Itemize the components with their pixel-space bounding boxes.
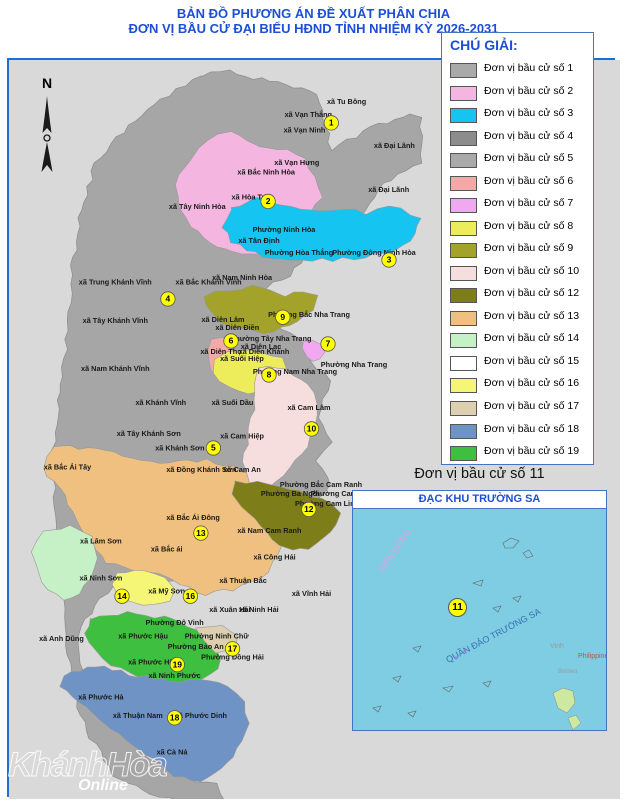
- svg-text:17: 17: [228, 644, 238, 654]
- svg-text:xã Tân Định: xã Tân Định: [238, 236, 279, 245]
- svg-text:8: 8: [267, 370, 272, 380]
- svg-text:xã Đại Lãnh: xã Đại Lãnh: [374, 141, 415, 150]
- svg-text:BIỂN ĐÔNG: BIỂN ĐÔNG: [376, 526, 414, 574]
- svg-text:xã Tây Khánh Vĩnh: xã Tây Khánh Vĩnh: [83, 316, 148, 325]
- svg-text:xã Trung Khánh Vĩnh: xã Trung Khánh Vĩnh: [79, 278, 152, 287]
- svg-text:xã Thuận Bắc: xã Thuận Bắc: [219, 576, 266, 585]
- svg-text:Phường Đông Ninh Hòa: Phường Đông Ninh Hòa: [332, 248, 416, 257]
- svg-text:13: 13: [196, 528, 206, 538]
- svg-text:6: 6: [229, 336, 234, 346]
- svg-text:Phường Ninh Chữ: Phường Ninh Chữ: [185, 631, 250, 640]
- svg-text:Phường Bảo An: Phường Bảo An: [168, 642, 224, 651]
- svg-text:xã Mỹ Sơn: xã Mỹ Sơn: [148, 587, 185, 596]
- svg-text:1: 1: [329, 118, 334, 128]
- svg-text:xã Phước Dinh: xã Phước Dinh: [175, 711, 227, 720]
- svg-text:xã Bắc Ái Tây: xã Bắc Ái Tây: [44, 463, 92, 472]
- svg-text:xã Tây Khánh Sơn: xã Tây Khánh Sơn: [117, 429, 181, 438]
- svg-text:xã Ninh Hải: xã Ninh Hải: [239, 605, 279, 614]
- svg-text:xã Khánh Sơn: xã Khánh Sơn: [155, 443, 204, 452]
- svg-text:xã Ninh Phước: xã Ninh Phước: [148, 671, 200, 680]
- svg-text:Vinh: Vinh: [550, 643, 564, 650]
- svg-text:xã Vạn Thắng: xã Vạn Thắng: [285, 110, 332, 119]
- svg-text:xã Nam Cam Ranh: xã Nam Cam Ranh: [237, 526, 301, 535]
- svg-text:xã Cam Hiệp: xã Cam Hiệp: [220, 432, 264, 441]
- svg-text:Phường Ninh Hòa: Phường Ninh Hòa: [253, 225, 317, 234]
- svg-text:3: 3: [387, 255, 392, 265]
- svg-text:10: 10: [307, 424, 317, 434]
- svg-text:16: 16: [186, 591, 196, 601]
- svg-text:xã Vạn Hưng: xã Vạn Hưng: [274, 158, 319, 167]
- svg-text:xã Anh Dũng: xã Anh Dũng: [39, 634, 84, 643]
- svg-text:xã Diên Điền: xã Diên Điền: [215, 323, 259, 332]
- svg-text:7: 7: [326, 339, 331, 349]
- svg-text:xã Vạn Ninh: xã Vạn Ninh: [284, 126, 326, 135]
- svg-text:18: 18: [170, 713, 180, 723]
- svg-text:xã Công Hải: xã Công Hải: [254, 552, 296, 561]
- svg-text:xã Cam An: xã Cam An: [223, 465, 260, 474]
- svg-text:Philippines: Philippines: [578, 653, 607, 660]
- svg-text:xã Bắc Ái Đông: xã Bắc Ái Đông: [166, 513, 220, 522]
- svg-text:19: 19: [173, 659, 183, 669]
- svg-text:xã Lâm Sơn: xã Lâm Sơn: [80, 537, 122, 546]
- svg-text:xã Tu Bông: xã Tu Bông: [327, 97, 366, 106]
- svg-text:Phường Bắc Cam Ranh: Phường Bắc Cam Ranh: [280, 480, 362, 489]
- svg-text:Phường Tây Nha Trang: Phường Tây Nha Trang: [230, 334, 311, 343]
- svg-text:9: 9: [280, 312, 285, 322]
- svg-text:xã Bắc ái: xã Bắc ái: [151, 545, 183, 554]
- svg-text:N: N: [42, 75, 52, 91]
- svg-text:xã Bắc Ninh Hòa: xã Bắc Ninh Hòa: [237, 168, 296, 177]
- svg-text:Borneo: Borneo: [558, 669, 578, 675]
- svg-text:Phường Đô Vinh: Phường Đô Vinh: [146, 618, 204, 627]
- svg-text:5: 5: [211, 443, 216, 453]
- svg-text:12: 12: [304, 504, 314, 514]
- svg-text:xã Tây Ninh Hòa: xã Tây Ninh Hòa: [169, 202, 227, 211]
- svg-text:xã Cam Lâm: xã Cam Lâm: [288, 403, 332, 412]
- svg-text:xã Nam Khánh Vĩnh: xã Nam Khánh Vĩnh: [81, 364, 150, 373]
- svg-text:4: 4: [166, 294, 171, 304]
- svg-text:xã Suối Dầu: xã Suối Dầu: [212, 398, 254, 407]
- svg-text:xã Vĩnh Hải: xã Vĩnh Hải: [292, 589, 331, 598]
- svg-text:xã Đại Lãnh: xã Đại Lãnh: [368, 185, 409, 194]
- svg-text:Phường Hòa Thắng: Phường Hòa Thắng: [265, 248, 333, 257]
- svg-text:xã Thuận Nam: xã Thuận Nam: [113, 711, 163, 720]
- svg-text:xã Ninh Sơn: xã Ninh Sơn: [79, 573, 122, 582]
- svg-text:xã Suối Hiệp: xã Suối Hiệp: [220, 354, 264, 363]
- svg-text:14: 14: [117, 591, 127, 601]
- svg-text:xã Khánh Vĩnh: xã Khánh Vĩnh: [135, 398, 186, 407]
- svg-text:xã Phước Hà: xã Phước Hà: [78, 692, 124, 701]
- svg-text:2: 2: [266, 196, 271, 206]
- svg-text:xã Phước Hậu: xã Phước Hậu: [118, 631, 168, 640]
- svg-text:xã Nam Ninh Hòa: xã Nam Ninh Hòa: [212, 273, 273, 282]
